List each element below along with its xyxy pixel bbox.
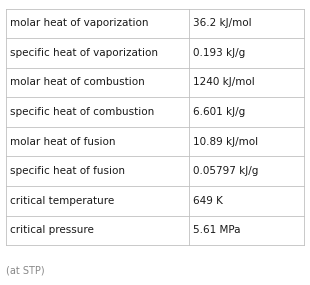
Text: 0.05797 kJ/g: 0.05797 kJ/g <box>193 166 259 176</box>
Text: 0.193 kJ/g: 0.193 kJ/g <box>193 48 246 58</box>
Text: specific heat of combustion: specific heat of combustion <box>10 107 154 117</box>
Text: specific heat of vaporization: specific heat of vaporization <box>10 48 158 58</box>
Text: critical temperature: critical temperature <box>10 196 114 206</box>
Text: 36.2 kJ/mol: 36.2 kJ/mol <box>193 18 252 28</box>
Text: 5.61 MPa: 5.61 MPa <box>193 225 241 235</box>
Text: (at STP): (at STP) <box>6 266 45 276</box>
Text: 6.601 kJ/g: 6.601 kJ/g <box>193 107 246 117</box>
Text: specific heat of fusion: specific heat of fusion <box>10 166 125 176</box>
Text: 10.89 kJ/mol: 10.89 kJ/mol <box>193 137 258 146</box>
Text: molar heat of fusion: molar heat of fusion <box>10 137 116 146</box>
Text: 649 K: 649 K <box>193 196 223 206</box>
Text: molar heat of vaporization: molar heat of vaporization <box>10 18 149 28</box>
Text: critical pressure: critical pressure <box>10 225 94 235</box>
Text: 1240 kJ/mol: 1240 kJ/mol <box>193 78 255 87</box>
Text: molar heat of combustion: molar heat of combustion <box>10 78 145 87</box>
